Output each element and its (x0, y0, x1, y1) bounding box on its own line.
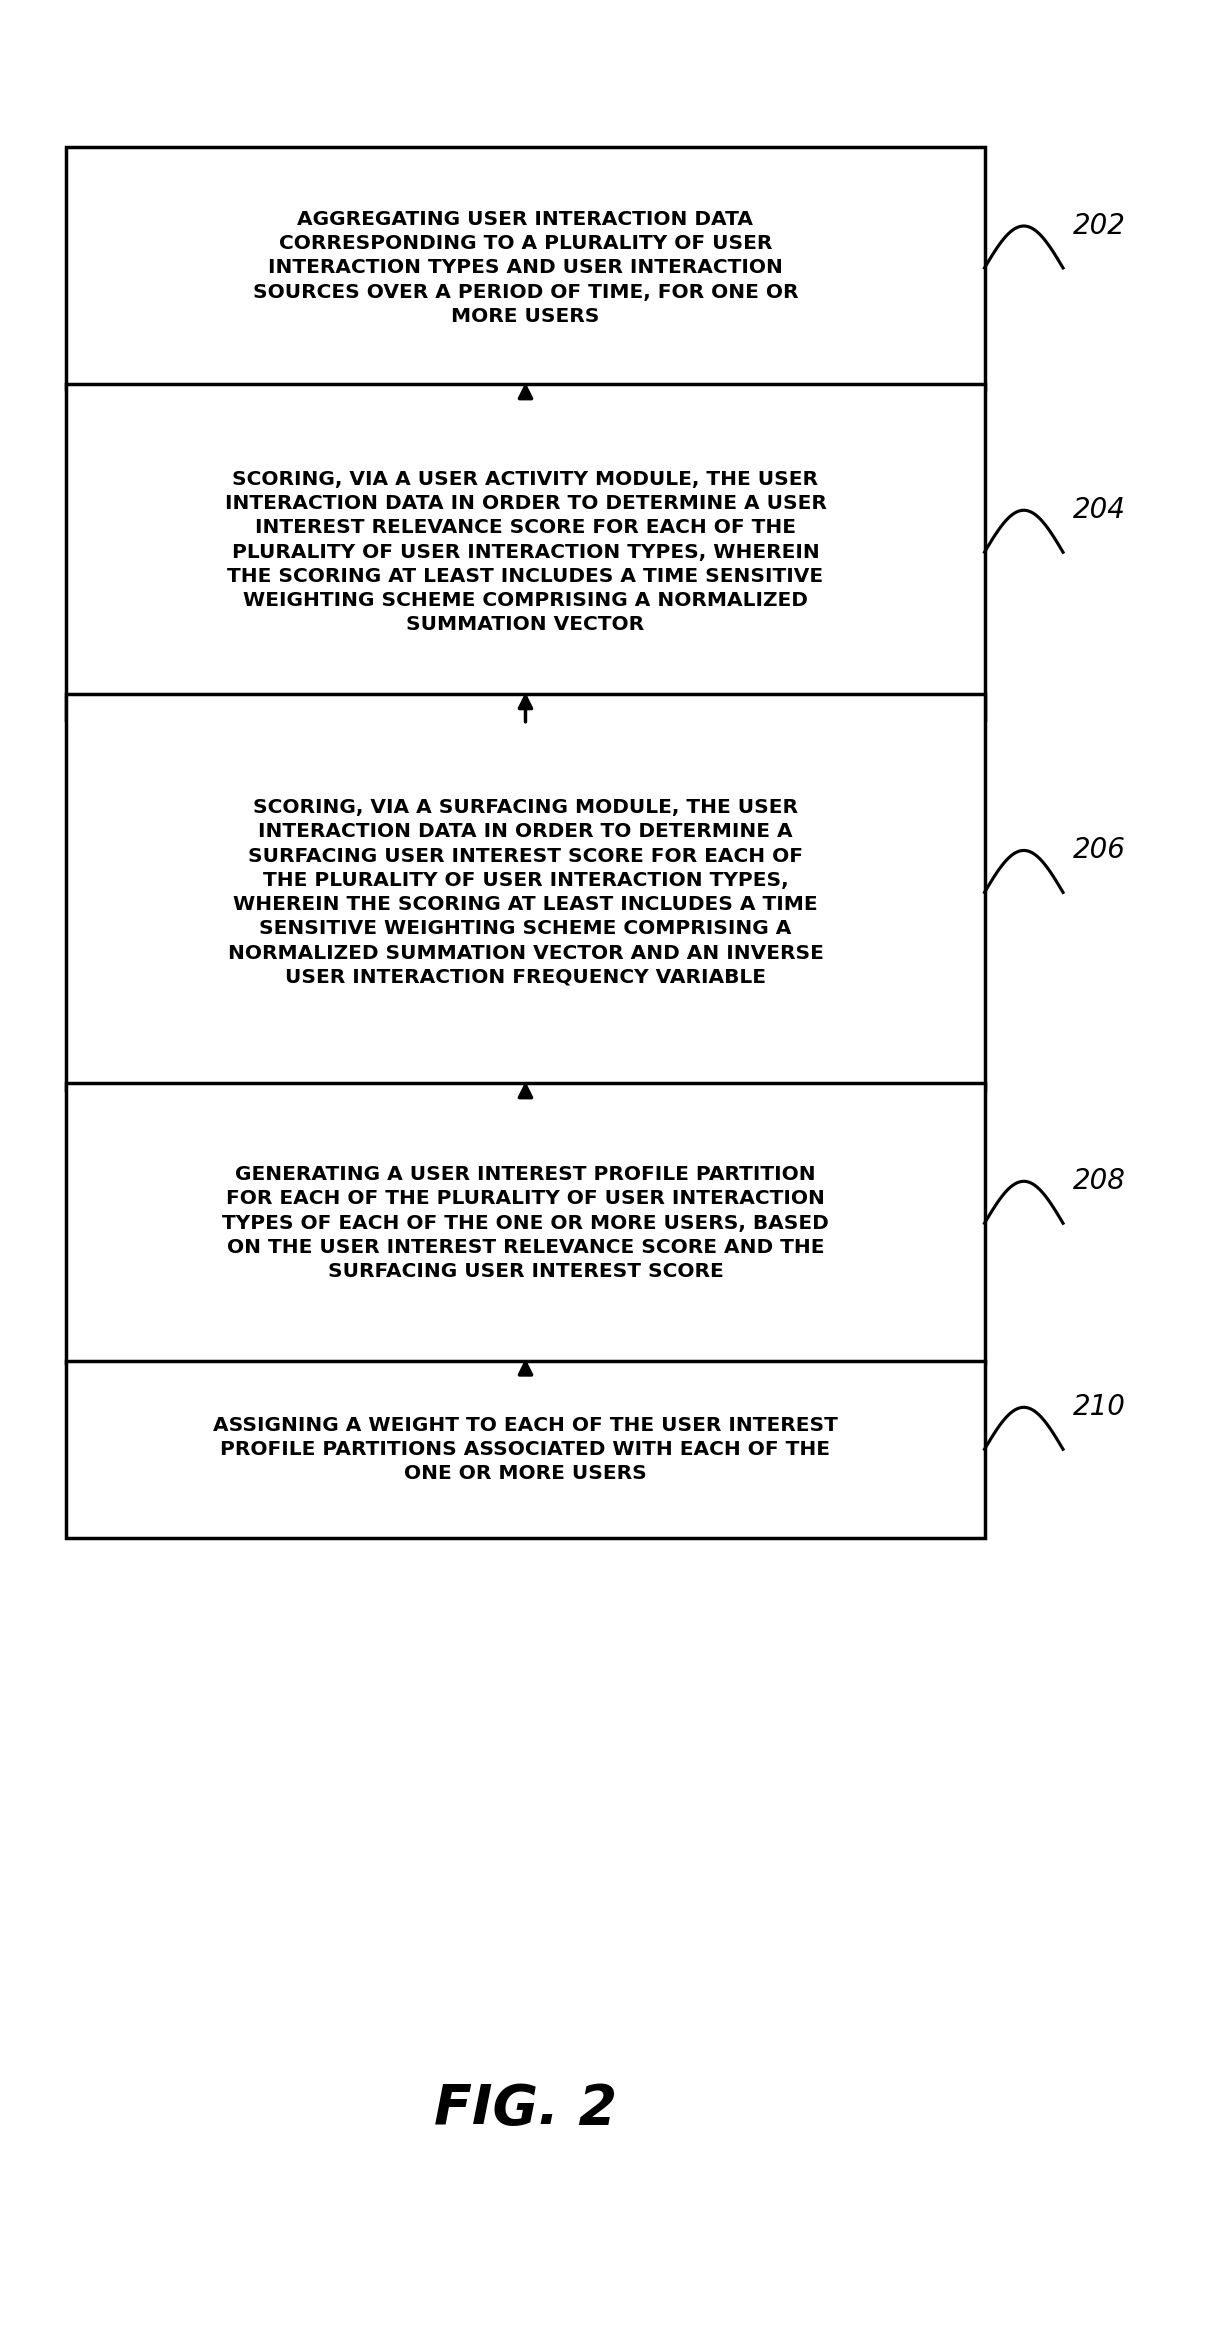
FancyBboxPatch shape (66, 1361, 985, 1538)
FancyBboxPatch shape (66, 147, 985, 389)
Text: SCORING, VIA A USER ACTIVITY MODULE, THE USER
INTERACTION DATA IN ORDER TO DETER: SCORING, VIA A USER ACTIVITY MODULE, THE… (225, 471, 826, 634)
Text: 206: 206 (1073, 836, 1126, 864)
Text: 202: 202 (1073, 212, 1126, 240)
Text: GENERATING A USER INTEREST PROFILE PARTITION
FOR EACH OF THE PLURALITY OF USER I: GENERATING A USER INTEREST PROFILE PARTI… (222, 1165, 829, 1282)
Text: FIG. 2: FIG. 2 (434, 2081, 617, 2137)
Text: 210: 210 (1073, 1393, 1126, 1421)
Text: AGGREGATING USER INTERACTION DATA
CORRESPONDING TO A PLURALITY OF USER
INTERACTI: AGGREGATING USER INTERACTION DATA CORRES… (252, 210, 798, 326)
Text: 208: 208 (1073, 1167, 1126, 1195)
FancyBboxPatch shape (66, 694, 985, 1090)
Text: ASSIGNING A WEIGHT TO EACH OF THE USER INTEREST
PROFILE PARTITIONS ASSOCIATED WI: ASSIGNING A WEIGHT TO EACH OF THE USER I… (213, 1417, 838, 1482)
Text: SCORING, VIA A SURFACING MODULE, THE USER
INTERACTION DATA IN ORDER TO DETERMINE: SCORING, VIA A SURFACING MODULE, THE USE… (227, 797, 824, 988)
FancyBboxPatch shape (66, 1083, 985, 1363)
Text: 204: 204 (1073, 496, 1126, 524)
FancyBboxPatch shape (66, 384, 985, 720)
